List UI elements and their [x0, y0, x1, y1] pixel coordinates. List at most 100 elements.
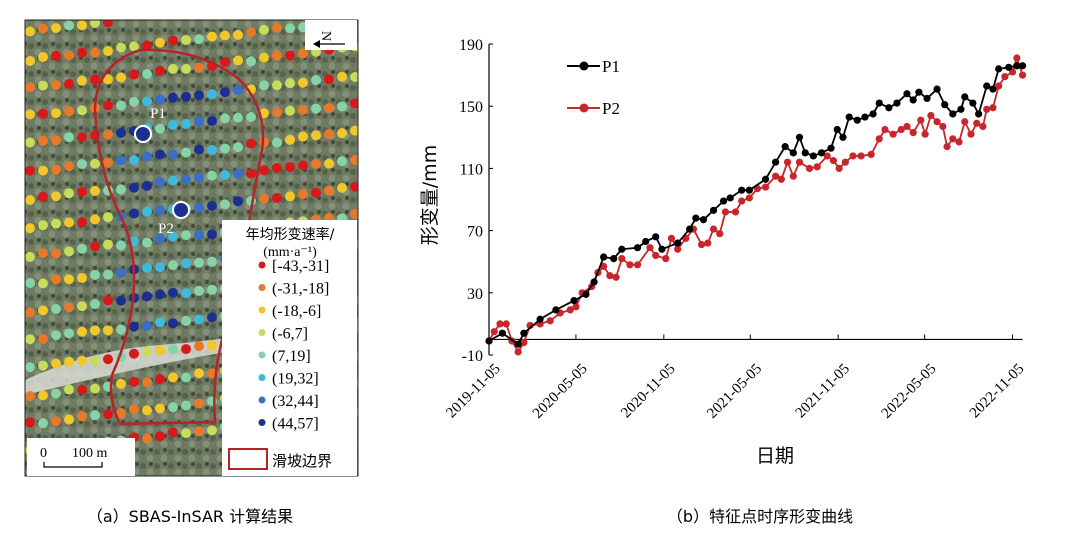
data-point-p1 [861, 113, 869, 121]
data-point-p1 [869, 110, 877, 118]
map-point [38, 278, 48, 289]
map-point [350, 98, 358, 109]
scale-bar: 0 100 m [27, 438, 135, 476]
data-point-p2 [572, 303, 580, 311]
map-point [77, 75, 87, 86]
series-p1 [485, 62, 1027, 348]
legend-swatch [258, 329, 266, 336]
map-point [142, 405, 152, 416]
data-point-p2 [875, 135, 883, 143]
data-point-p1 [885, 104, 893, 112]
map-point [142, 377, 152, 388]
point-p1-marker [134, 125, 152, 143]
data-point-p1 [845, 113, 853, 121]
map-point [181, 400, 191, 411]
map-point [350, 209, 358, 220]
data-point-p1 [909, 96, 917, 104]
data-point-p2 [502, 320, 510, 328]
data-point-p2 [520, 338, 528, 347]
map-point [77, 326, 87, 337]
map-point [142, 40, 152, 51]
map-point [155, 262, 165, 273]
map-point [233, 85, 243, 96]
map-point [181, 174, 191, 185]
data-point-p1 [536, 315, 544, 323]
map-point [285, 78, 295, 89]
map-point [116, 184, 126, 195]
legend-swatch [258, 261, 266, 269]
data-point-p2 [1018, 71, 1027, 79]
data-point-p2 [955, 138, 963, 146]
data-point-p1 [674, 239, 682, 247]
map-point [207, 89, 217, 100]
map-point [51, 218, 61, 229]
map-point [311, 159, 321, 170]
data-point-p2 [496, 320, 504, 328]
data-point-p1 [989, 85, 997, 93]
map-point [38, 191, 48, 202]
map-point [181, 91, 191, 102]
legend-swatch [258, 374, 266, 381]
data-point-p2 [697, 240, 706, 249]
data-point-p1 [498, 329, 506, 337]
data-point-p2 [600, 262, 608, 270]
map-point [207, 256, 217, 267]
map-point [77, 20, 87, 31]
map-point [90, 269, 100, 280]
data-point-p1 [719, 197, 728, 205]
map-point [77, 186, 87, 197]
data-point-p1 [1018, 62, 1027, 70]
map-point [155, 205, 165, 216]
map-point [194, 398, 204, 409]
map-point [168, 35, 178, 46]
map-point [272, 50, 282, 61]
map-point [220, 87, 230, 98]
data-point-p2 [721, 208, 730, 216]
data-point-p1 [853, 116, 861, 124]
map-point [272, 80, 282, 91]
map-point [25, 417, 35, 428]
data-point-p1 [699, 216, 708, 224]
data-point-p1 [975, 110, 983, 118]
data-point-p2 [989, 104, 997, 112]
data-point-p2 [983, 105, 991, 113]
data-point-p1 [485, 337, 493, 345]
map-point [285, 23, 295, 34]
map-point [25, 137, 35, 148]
map-point [103, 129, 113, 140]
map-point [233, 168, 243, 179]
map-point [64, 79, 74, 90]
map-point [259, 24, 269, 35]
data-point-p2 [897, 125, 905, 134]
data-point-p1 [893, 99, 901, 107]
map-point [207, 31, 217, 42]
data-point-p1 [686, 225, 694, 233]
map-point [25, 109, 35, 120]
map-point [337, 156, 347, 167]
landslide-boundary [93, 48, 265, 426]
data-point-p2 [849, 152, 857, 160]
map-point [51, 330, 61, 341]
x-tick-label: 2021-05-05 [704, 361, 765, 422]
deformation-points [25, 20, 358, 456]
legend-swatch [258, 306, 266, 314]
chart-panel: -10 30 70 110 150 190 2019-11-05 2020-05-05 2020… [419, 37, 1027, 526]
map-point [181, 315, 191, 326]
data-point-p1 [827, 144, 835, 152]
map-point [25, 334, 35, 345]
map-point [51, 388, 61, 399]
north-arrow: N [305, 20, 357, 50]
x-tick-label: 2022-11-05 [967, 361, 1027, 421]
map-point [285, 191, 295, 202]
map-point [194, 257, 204, 268]
map-point [64, 302, 74, 313]
map-point [233, 196, 243, 207]
legend-class-label: (32,44] [272, 393, 319, 410]
map-point [155, 123, 165, 134]
north-label: N [318, 31, 333, 41]
map-point [181, 344, 191, 355]
map-point [51, 80, 61, 91]
data-point-p2 [738, 197, 746, 205]
legend-class-label: (44,57] [272, 416, 319, 433]
map-point [90, 158, 100, 169]
